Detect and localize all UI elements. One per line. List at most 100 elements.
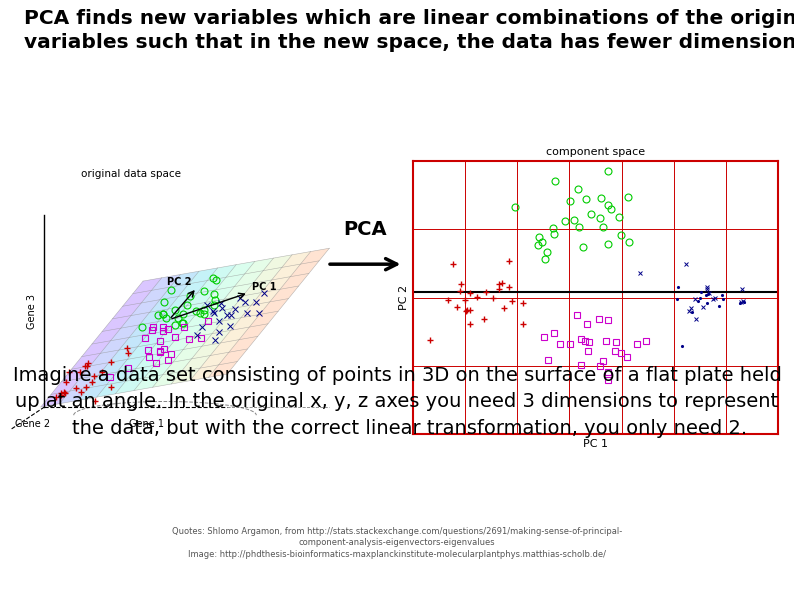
Polygon shape [145, 362, 173, 378]
Polygon shape [270, 286, 299, 302]
Polygon shape [253, 267, 282, 283]
Polygon shape [156, 328, 185, 343]
Polygon shape [179, 280, 207, 296]
Polygon shape [185, 312, 214, 328]
Polygon shape [272, 264, 300, 280]
Polygon shape [224, 283, 253, 299]
Polygon shape [100, 337, 129, 353]
Polygon shape [140, 309, 168, 325]
Polygon shape [60, 388, 88, 403]
Polygon shape [177, 302, 206, 318]
Polygon shape [206, 287, 234, 302]
Polygon shape [197, 277, 226, 293]
Text: Gene 1: Gene 1 [129, 419, 164, 429]
Polygon shape [70, 375, 98, 391]
Polygon shape [125, 365, 154, 381]
Text: PC 2: PC 2 [168, 277, 192, 287]
Polygon shape [146, 340, 175, 356]
Polygon shape [202, 330, 231, 346]
Title: component space: component space [546, 147, 645, 157]
Polygon shape [239, 324, 268, 340]
Polygon shape [40, 391, 70, 407]
Polygon shape [127, 343, 156, 359]
Polygon shape [115, 378, 145, 394]
Text: Gene 3: Gene 3 [27, 294, 37, 328]
Polygon shape [134, 375, 163, 390]
Polygon shape [119, 334, 148, 350]
Polygon shape [200, 352, 229, 368]
Polygon shape [88, 372, 118, 388]
Polygon shape [92, 328, 121, 344]
Polygon shape [233, 293, 261, 308]
Polygon shape [82, 341, 110, 356]
Polygon shape [80, 362, 109, 378]
Polygon shape [181, 356, 210, 371]
Polygon shape [190, 365, 218, 381]
Polygon shape [249, 311, 278, 327]
Polygon shape [231, 315, 260, 330]
Polygon shape [194, 321, 222, 337]
Polygon shape [222, 305, 251, 321]
Polygon shape [210, 340, 239, 356]
Polygon shape [164, 337, 194, 353]
Polygon shape [245, 258, 273, 274]
Polygon shape [107, 369, 136, 384]
Polygon shape [173, 346, 202, 362]
Polygon shape [187, 290, 216, 306]
Polygon shape [163, 359, 191, 375]
Polygon shape [71, 353, 100, 369]
Polygon shape [137, 331, 167, 347]
Polygon shape [109, 347, 137, 362]
Polygon shape [172, 368, 200, 384]
Text: PC 1: PC 1 [252, 282, 277, 292]
Polygon shape [149, 296, 179, 312]
Polygon shape [152, 274, 180, 290]
Polygon shape [261, 277, 291, 293]
Polygon shape [90, 350, 119, 366]
Polygon shape [280, 274, 309, 289]
Polygon shape [204, 308, 233, 324]
Polygon shape [216, 274, 245, 290]
Polygon shape [152, 371, 181, 387]
Polygon shape [102, 315, 131, 331]
Polygon shape [113, 303, 141, 319]
Polygon shape [260, 299, 288, 315]
Polygon shape [212, 318, 241, 334]
Polygon shape [291, 261, 319, 277]
Polygon shape [300, 248, 330, 264]
Polygon shape [160, 284, 189, 300]
Text: PCA finds new variables which are linear combinations of the original
variables : PCA finds new variables which are linear… [24, 9, 794, 52]
Text: Imagine a data set consisting of points in 3D on the surface of a flat plate hel: Imagine a data set consisting of points … [13, 366, 781, 438]
Polygon shape [218, 349, 248, 365]
Polygon shape [175, 324, 204, 340]
Polygon shape [141, 287, 170, 303]
Polygon shape [118, 356, 146, 372]
Polygon shape [241, 302, 270, 318]
Polygon shape [158, 306, 187, 321]
Polygon shape [234, 271, 264, 287]
Polygon shape [78, 384, 107, 400]
Polygon shape [148, 318, 177, 334]
Polygon shape [191, 343, 221, 359]
Polygon shape [136, 353, 164, 369]
Polygon shape [214, 296, 243, 312]
Polygon shape [207, 265, 237, 280]
Polygon shape [168, 293, 197, 309]
Text: Gene 2: Gene 2 [15, 419, 50, 429]
Polygon shape [110, 325, 140, 341]
Polygon shape [209, 362, 237, 377]
Text: PCA: PCA [344, 220, 387, 239]
Text: Quotes: Shlomo Argamon, from http://stats.stackexchange.com/questions/2691/makin: Quotes: Shlomo Argamon, from http://stat… [172, 527, 622, 559]
Text: original data space: original data space [81, 169, 181, 179]
Polygon shape [243, 280, 272, 296]
Polygon shape [251, 289, 280, 305]
Polygon shape [133, 278, 162, 294]
Polygon shape [189, 268, 218, 284]
Polygon shape [98, 359, 127, 375]
Polygon shape [121, 312, 149, 328]
Polygon shape [183, 334, 212, 349]
Polygon shape [51, 378, 80, 394]
Polygon shape [122, 290, 152, 306]
Polygon shape [61, 366, 90, 382]
Polygon shape [282, 252, 310, 267]
